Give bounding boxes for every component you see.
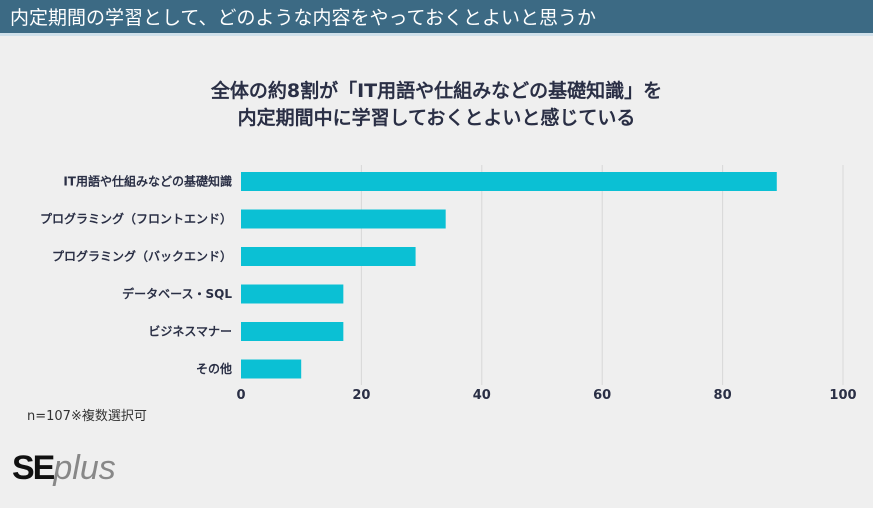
x-tick-label: 40: [473, 388, 491, 403]
bar: [241, 172, 777, 191]
x-tick-label: 80: [714, 388, 732, 403]
chart-title-line-1: 全体の約8割が「IT用語や仕組みなどの基礎知識」を: [210, 80, 663, 102]
bar: [241, 322, 344, 341]
x-tick-label: 20: [352, 388, 370, 403]
category-label: IT用語や仕組みなどの基礎知識: [63, 174, 232, 189]
header-title: 内定期間の学習として、どのような内容をやっておくとよいと思うか: [0, 0, 873, 36]
x-tick-label: 100: [829, 388, 856, 403]
chart-title-line-2: 内定期間中に学習しておくとよいと感じている: [237, 107, 636, 129]
bar: [241, 209, 446, 229]
seplus-logo: SEplus: [12, 449, 116, 487]
category-label: その他: [196, 361, 232, 376]
x-tick-label: 0: [236, 388, 245, 403]
chart-title: 全体の約8割が「IT用語や仕組みなどの基礎知識」を 内定期間中に学習しておくとよ…: [0, 78, 873, 132]
sample-note: n=107※複数選択可: [27, 409, 147, 424]
x-tick-label: 60: [593, 388, 611, 403]
bar: [241, 284, 344, 304]
category-label: データベース・SQL: [122, 286, 232, 301]
category-label: ビジネスマナー: [148, 324, 232, 339]
category-label: プログラミング（フロントエンド）: [40, 211, 232, 226]
category-label: プログラミング（バックエンド）: [52, 249, 232, 264]
bar: [241, 247, 416, 266]
bar: [241, 359, 302, 379]
